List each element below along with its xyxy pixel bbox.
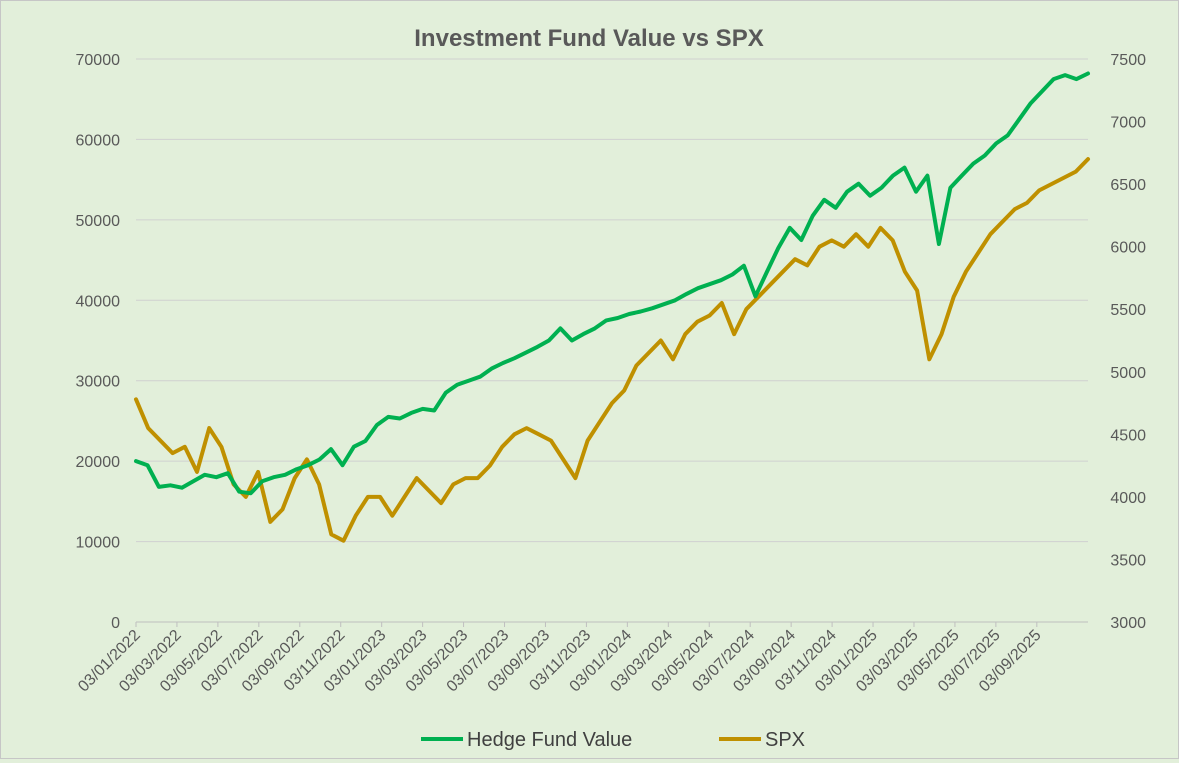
y2-tick-label: 3500 [1110,552,1146,569]
series-line-hedge-fund-value [134,71,1090,496]
y-tick-label: 0 [111,615,120,632]
y2-tick-label: 3000 [1110,615,1146,632]
left-axis: 0 10000 20000 30000 40000 50000 60000 70000 [76,52,121,632]
legend: Hedge Fund Value SPX [421,729,805,751]
y2-tick-label: 4500 [1110,427,1146,444]
y2-tick-label: 7000 [1110,115,1146,132]
chart-title: Investment Fund Value vs SPX [414,25,763,52]
series-line-spx [134,157,1090,543]
y-tick-label: 70000 [76,52,121,69]
y-tick-label: 50000 [76,213,121,230]
y2-tick-label: 6000 [1110,240,1146,257]
y-tick-label: 40000 [76,293,121,310]
y2-tick-label: 4000 [1110,490,1146,507]
series-lines [134,71,1090,543]
y2-tick-label: 6500 [1110,177,1146,194]
y2-tick-label: 7500 [1110,52,1146,69]
legend-label: SPX [765,729,805,751]
gridlines [136,58,1088,623]
y-tick-label: 60000 [76,132,121,149]
y-tick-label: 20000 [76,454,121,471]
y2-tick-label: 5500 [1110,302,1146,319]
y-tick-label: 10000 [76,535,121,552]
y-tick-label: 30000 [76,374,121,391]
legend-label: Hedge Fund Value [467,729,632,751]
x-axis: 03/01/202203/03/202203/05/202203/07/2022… [75,621,1088,695]
y2-tick-label: 5000 [1110,365,1146,382]
right-axis: 3000 3500 4000 4500 5000 5500 6000 6500 7000 7500 [1110,52,1146,632]
